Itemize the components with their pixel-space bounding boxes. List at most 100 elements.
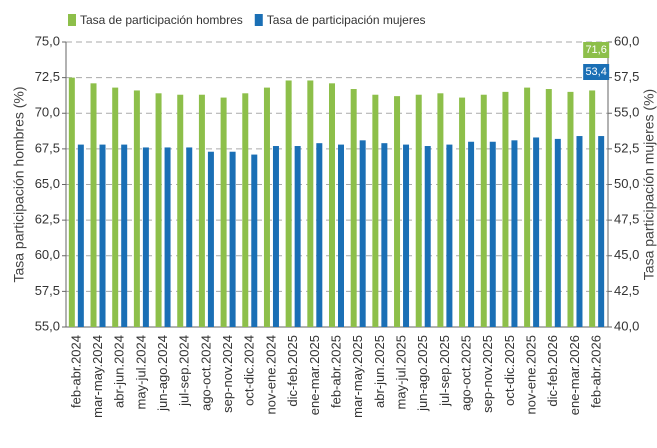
bar — [359, 140, 366, 327]
y2-tick-label: 57,5 — [614, 69, 639, 84]
bar — [307, 80, 314, 327]
legend-swatch — [68, 14, 76, 26]
y-tick-label: 60,0 — [35, 247, 60, 262]
bar — [164, 147, 171, 327]
bar — [316, 143, 323, 327]
bar — [554, 138, 561, 327]
bar — [350, 89, 357, 328]
bar — [424, 146, 431, 327]
y-tick-label: 55,0 — [35, 318, 60, 333]
x-tick-label: sep-nov.2024 — [220, 335, 235, 413]
bar — [589, 90, 596, 327]
bar — [545, 89, 552, 328]
x-tick-label: mar-may.2025 — [350, 335, 365, 418]
bar — [459, 97, 466, 327]
bar — [294, 146, 301, 327]
bar — [415, 94, 422, 327]
bar — [394, 96, 401, 328]
bar — [567, 91, 574, 327]
bar — [77, 144, 84, 327]
x-tick-label: ago-oct.2024 — [198, 335, 213, 411]
x-tick-label: mar-may.2024 — [90, 335, 105, 418]
bar — [99, 144, 106, 327]
x-tick-label: jul-sep.2025 — [437, 335, 452, 407]
bar — [437, 93, 444, 327]
x-tick-label: abr-jun.2025 — [372, 335, 387, 408]
bar — [229, 151, 236, 327]
x-tick-label: feb-abr.2025 — [328, 335, 343, 408]
value-label-box — [583, 42, 610, 58]
y-tick-label: 65,0 — [35, 176, 60, 191]
bar — [142, 147, 149, 327]
y2-tick-label: 52,5 — [614, 140, 639, 155]
legend-swatch — [254, 14, 263, 26]
bar — [242, 93, 249, 327]
y-tick-label: 67,5 — [35, 140, 60, 155]
bar — [524, 87, 531, 327]
y2-tick-label: 50,0 — [614, 176, 639, 191]
y-tick-label: 62,5 — [35, 212, 60, 227]
bar — [576, 136, 583, 327]
bar — [272, 146, 279, 327]
bar — [403, 144, 410, 327]
bar — [598, 136, 605, 327]
bar — [198, 94, 205, 327]
x-tick-label: ene-mar.2026 — [567, 335, 582, 415]
y-tick-label: 70,0 — [35, 105, 60, 120]
bar — [263, 87, 270, 327]
bar — [177, 94, 184, 327]
x-tick-label: dic-feb.2026 — [545, 335, 560, 407]
legend-label: Tasa de participación hombres — [80, 13, 243, 27]
x-tick-label: dic-feb.2025 — [285, 335, 300, 407]
x-tick-label: nov-ene.2024 — [263, 335, 278, 415]
x-tick-label: nov-ene.2025 — [524, 335, 539, 415]
y2-tick-label: 45,0 — [614, 247, 639, 262]
x-tick-label: oct-dic.2024 — [242, 335, 257, 406]
y-axis-title: Tasa participación hombres (%) — [11, 86, 27, 282]
value-label: 71,6 — [585, 44, 606, 56]
x-tick-label: may-jul.2025 — [393, 335, 408, 409]
bar — [155, 93, 162, 327]
y2-tick-label: 40,0 — [614, 318, 639, 333]
bar — [121, 144, 128, 327]
x-tick-label: jun-ago.2024 — [155, 335, 170, 412]
x-tick-label: abr-jun.2024 — [112, 335, 127, 408]
value-label-box — [583, 64, 610, 80]
bar — [112, 87, 119, 327]
bar — [90, 83, 97, 327]
y-tick-label: 57,5 — [35, 283, 60, 298]
bar — [502, 91, 509, 327]
value-label: 53,4 — [585, 66, 606, 78]
x-tick-label: jul-sep.2024 — [177, 335, 192, 407]
bar — [338, 144, 344, 327]
bar — [186, 147, 193, 327]
bar — [480, 94, 487, 327]
x-tick-label: feb-abr.2024 — [68, 335, 83, 408]
x-tick-label: feb-abr.2026 — [589, 335, 604, 408]
y-tick-label: 75,0 — [35, 33, 60, 48]
y2-tick-label: 55,0 — [614, 105, 639, 120]
bar — [220, 97, 227, 327]
y2-tick-label: 47,5 — [614, 212, 639, 227]
bar — [285, 80, 292, 327]
bar — [251, 154, 258, 327]
bar — [489, 141, 496, 327]
y-tick-label: 72,5 — [35, 69, 60, 84]
x-tick-label: jun-ago.2025 — [415, 335, 430, 412]
y2-axis-title: Tasa participación mujeres (%) — [641, 89, 657, 280]
y2-tick-label: 60,0 — [614, 33, 639, 48]
x-tick-label: sep-nov.2025 — [480, 335, 495, 413]
bar — [381, 143, 388, 327]
x-tick-label: oct-dic.2025 — [502, 335, 517, 406]
bar — [533, 137, 540, 327]
legend-label: Tasa de participación mujeres — [267, 13, 426, 27]
bar — [68, 77, 75, 327]
x-tick-label: may-jul.2024 — [133, 335, 148, 409]
bar — [207, 151, 214, 327]
x-tick-label: ene-mar.2025 — [307, 335, 322, 415]
bar — [329, 83, 335, 327]
bar — [446, 144, 453, 327]
bar — [133, 90, 140, 327]
y2-tick-label: 42,5 — [614, 283, 639, 298]
